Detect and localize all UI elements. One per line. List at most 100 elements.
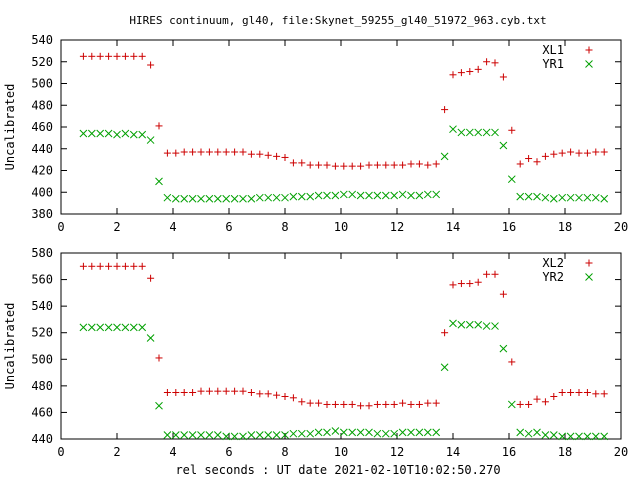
data-point-yr1 [87,129,96,138]
data-point-xl2 [273,391,281,399]
data-point-xl2 [147,274,155,282]
data-point-yr2 [197,431,205,439]
data-point-xl1 [567,148,575,156]
data-point-xl2 [483,270,491,278]
data-point-yr2 [440,363,449,372]
y-tick-label: 480 [31,379,53,393]
data-point-xl2 [390,400,398,408]
data-point-yr1 [188,194,197,203]
x-tick-label: 0 [57,445,64,459]
data-point-xl1 [466,68,474,76]
data-point-xl2 [130,262,138,270]
data-point-yr2 [314,428,323,437]
data-point-yr2 [323,428,331,437]
data-point-yr1 [541,193,550,202]
x-tick-label: 14 [446,445,460,459]
data-point-yr1 [373,191,382,200]
data-point-yr2 [96,323,105,332]
top-plot-panel: Uncalibrated 0 2 4 6 8 10 12 14 16 18 20 380 400 420 4… [3,33,628,234]
bottom-plot-panel: Uncalibrated 0 2 4 6 8 10 12 14 16 18 20 440 460 480 5… [3,246,628,459]
data-point-xl1 [289,159,297,167]
data-point-yr1 [407,191,415,200]
data-point-yr1 [449,125,457,134]
data-point-xl1 [457,69,465,77]
y-tick-label: 500 [31,352,53,366]
x-tick-label: 4 [169,220,176,234]
x-tick-label: 20 [614,220,628,234]
data-point-xl2 [550,392,558,400]
data-point-yr1 [398,190,407,199]
data-point-xl2 [189,389,197,396]
data-point-yr1 [171,194,180,203]
data-point-xl2 [264,390,272,398]
data-point-xl1 [264,151,272,159]
x-tick-label: 10 [334,445,348,459]
data-point-xl2 [105,262,113,270]
data-point-xl2 [289,394,297,402]
data-point-yr1 [465,128,474,137]
top-y-axis-label: Uncalibrated [3,84,17,171]
data-point-xl2 [306,399,314,407]
data-point-xl2 [88,262,96,270]
data-point-yr2 [457,320,466,329]
y-tick-label: 440 [31,142,53,156]
data-point-xl1 [273,152,281,160]
data-point-yr1 [205,194,214,203]
data-point-yr2 [129,323,138,332]
y-tick-label: 520 [31,326,53,340]
data-point-yr2 [356,428,365,437]
data-point-xl2 [516,400,524,408]
data-point-yr1 [113,130,121,139]
data-point-yr2 [155,401,163,410]
data-point-yr2 [583,432,592,441]
data-point-yr2 [549,431,558,439]
data-point-xl1 [407,160,415,168]
data-point-xl1 [88,52,96,60]
data-point-yr1 [213,194,222,203]
data-point-yr2 [281,431,289,439]
chart-title: HIRES continuum, gl40, file:Skynet_59255… [129,14,546,27]
top-plot-frame [60,39,622,215]
data-point-yr1 [583,193,592,202]
y-tick-label: 560 [31,273,53,287]
data-point-xl1 [113,52,121,60]
data-point-xl1 [205,148,213,156]
data-point-xl2 [298,398,306,406]
data-point-xl2 [239,387,247,395]
data-point-xl1 [231,148,239,156]
data-point-yr1 [331,191,340,200]
data-point-xl2 [256,390,264,398]
data-point-xl2 [466,280,474,288]
data-point-yr2 [600,432,609,441]
data-point-yr1 [591,193,600,202]
data-point-yr1 [575,193,583,202]
data-point-xl2 [231,387,239,395]
data-point-xl1 [357,162,365,170]
x-tick-label: 8 [281,220,288,234]
data-point-yr1 [499,141,508,150]
data-point-xl1 [147,61,155,69]
data-point-yr2 [524,429,533,438]
data-point-xl1 [315,161,323,169]
data-point-yr1 [566,193,575,202]
data-point-yr1 [79,129,88,138]
data-point-yr1 [121,129,130,138]
data-point-xl2 [407,400,415,408]
data-point-xl1 [382,161,390,169]
data-point-yr2 [188,431,197,439]
legend-label-xl2: XL2 [542,256,564,270]
data-point-yr1 [356,191,365,200]
legend-marker-xl1 [585,46,593,54]
data-point-xl2 [357,402,365,410]
data-point-xl1 [239,148,247,156]
data-point-xl1 [449,71,457,79]
legend-marker-xl2 [585,259,593,267]
data-point-yr1 [180,194,189,203]
data-point-yr2 [289,429,298,438]
y-tick-label: 460 [31,405,53,419]
data-point-xl1 [172,149,180,157]
data-point-yr2 [432,428,441,437]
data-point-yr1 [415,191,424,200]
data-point-xl2 [449,281,457,289]
data-point-yr2 [331,427,340,435]
